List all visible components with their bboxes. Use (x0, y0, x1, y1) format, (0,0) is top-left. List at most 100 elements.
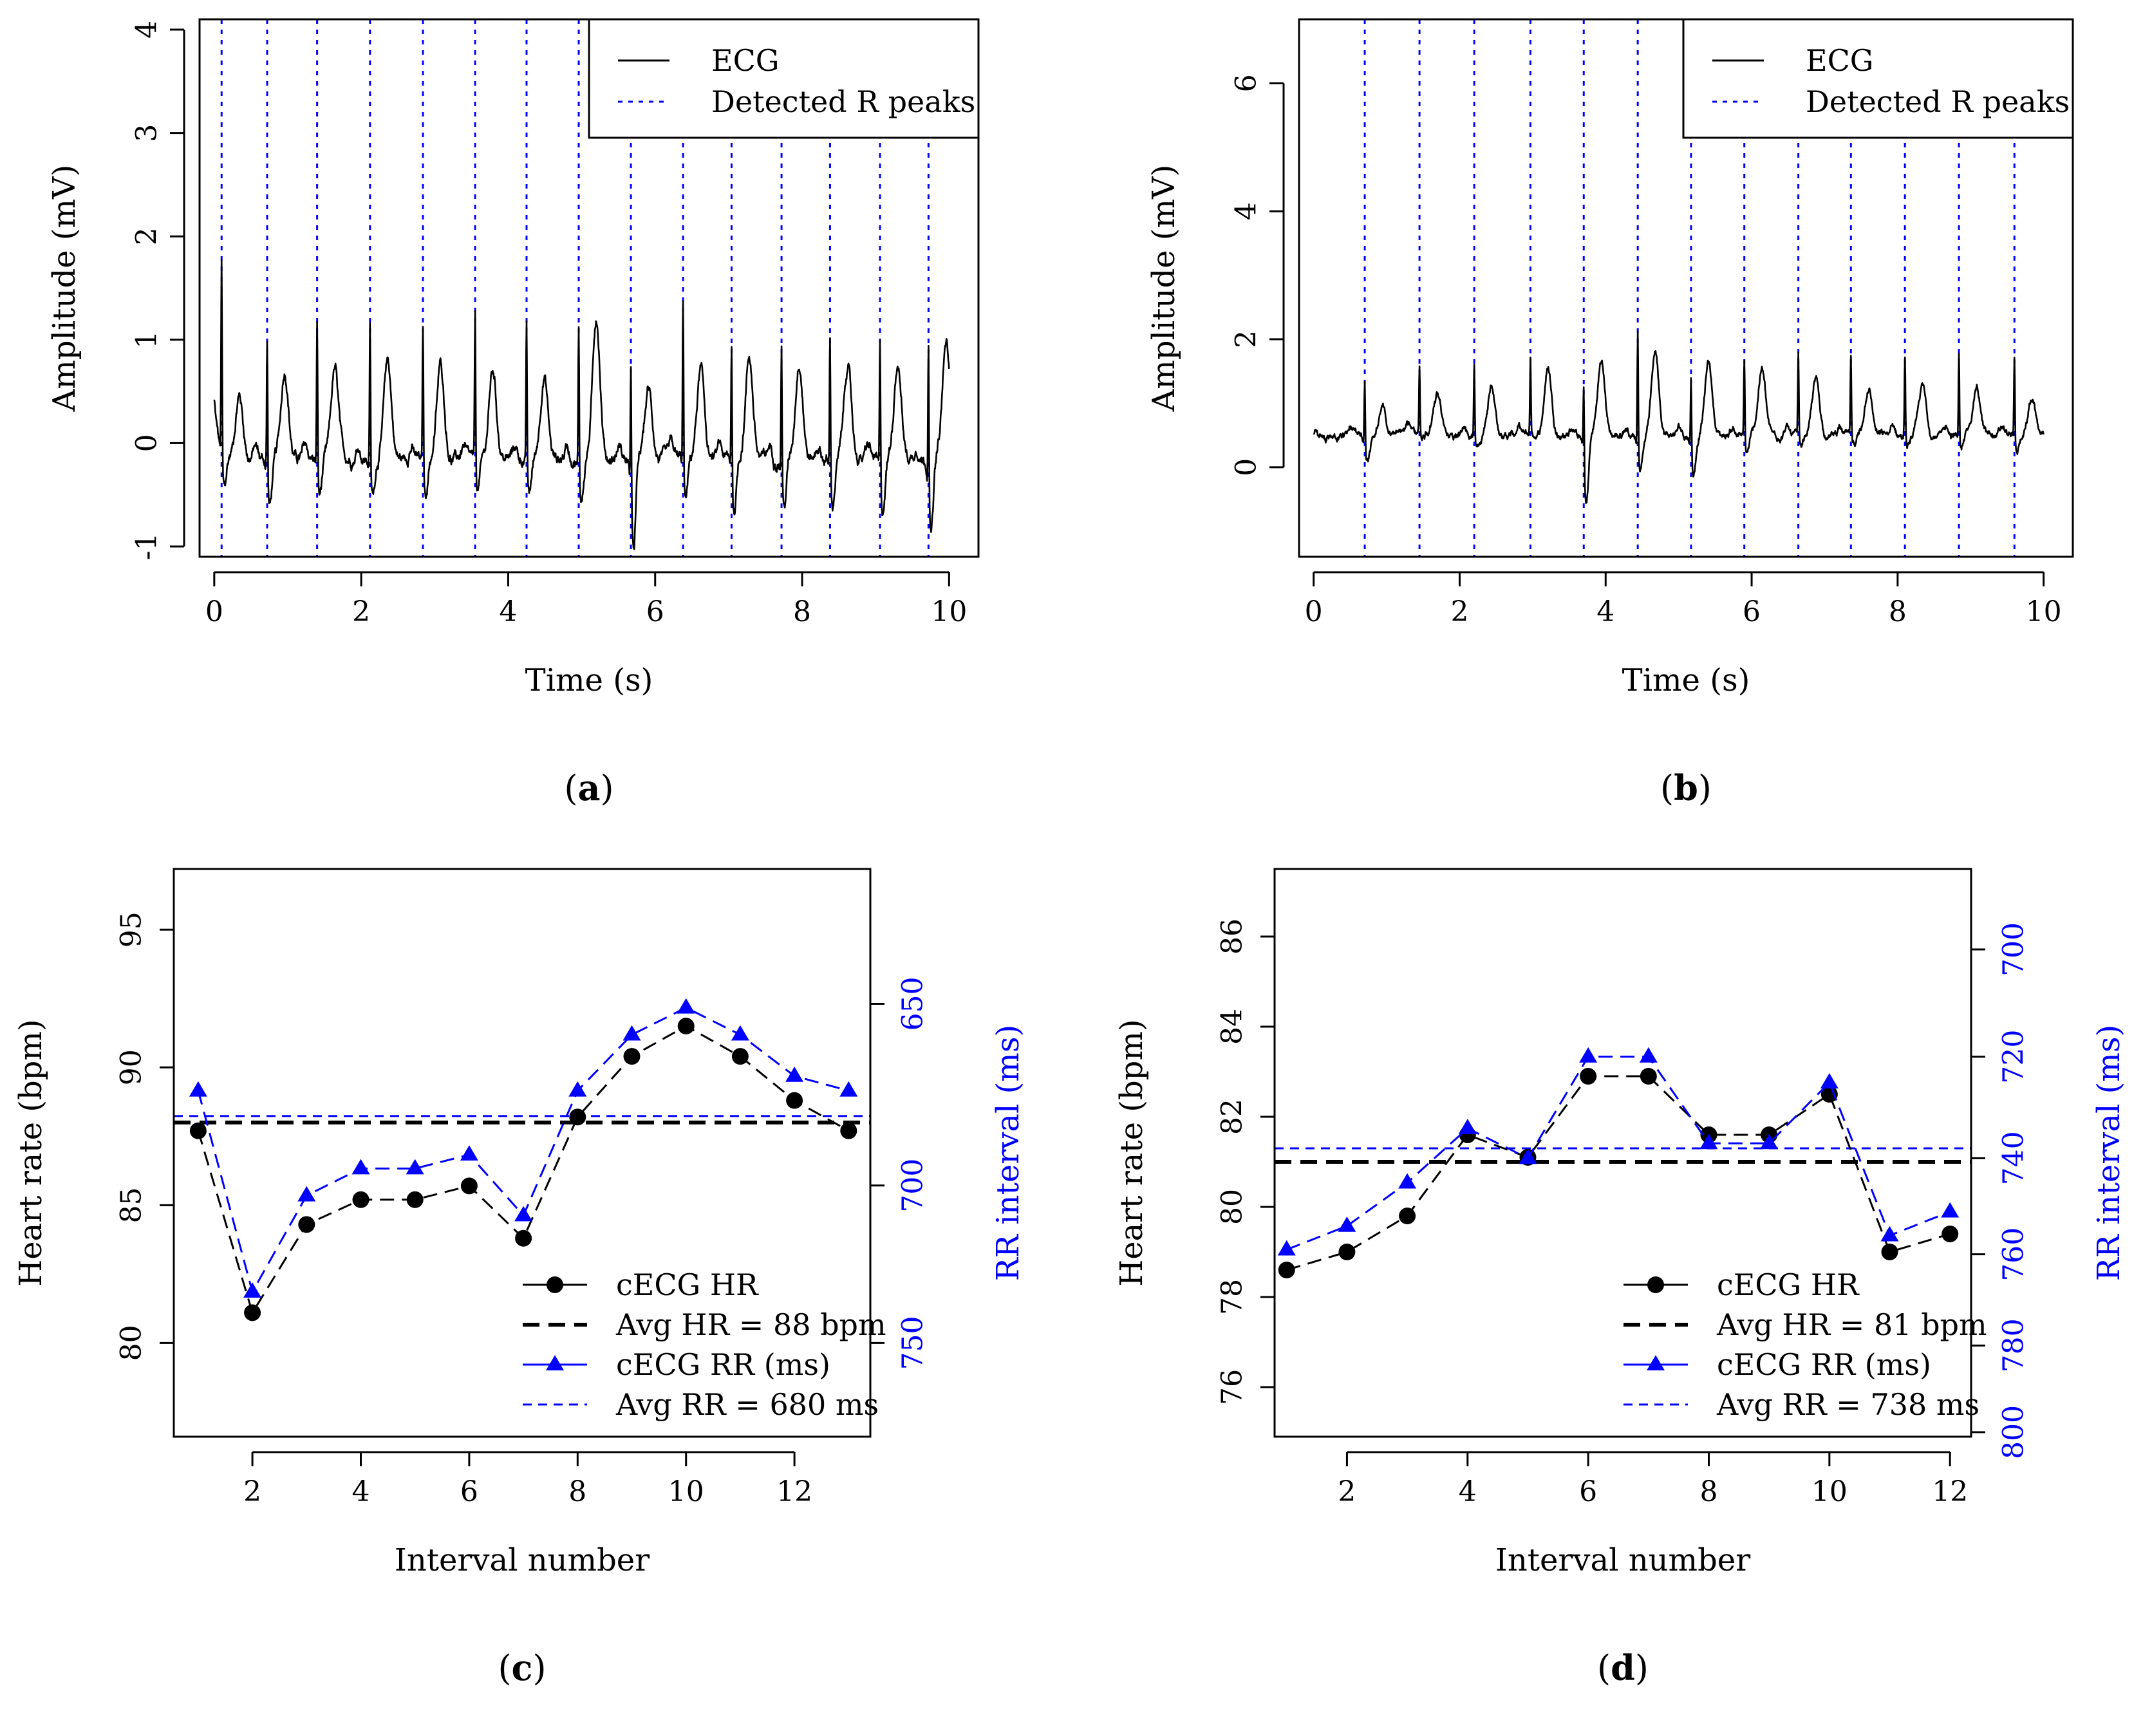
panel-label: (c) (498, 1647, 546, 1688)
legend: ECG Detected R peaks (588, 18, 980, 139)
hr-point (352, 1191, 370, 1208)
x-tick-label: 6 (460, 1475, 478, 1508)
rr-point (622, 1025, 641, 1041)
rr-line (1286, 1056, 1951, 1251)
rr-point (351, 1159, 370, 1175)
legend-rr-marker (1647, 1355, 1665, 1371)
hr-point (515, 1229, 532, 1247)
rr-point (1639, 1047, 1658, 1063)
panel-paren: ) (601, 768, 614, 808)
rr-tick-label: 700 (1998, 922, 2030, 976)
panel-label: (d) (1597, 1647, 1649, 1688)
ecg-trace (1313, 330, 2044, 504)
legend-avg-rr-label: Avg RR = 680 ms (615, 1387, 879, 1422)
rr-point (1277, 1240, 1296, 1256)
y-axis-title: Heart rate (bpm) (13, 1019, 49, 1286)
x-tick-label: 12 (776, 1475, 812, 1508)
panel-paren: ( (1660, 768, 1674, 808)
y-tick-label: 85 (115, 1187, 148, 1223)
legend-avg-hr-label: Avg HR = 81 bpm (1716, 1307, 1987, 1342)
panel-a: 0 2 4 6 8 10 Time (s) -1 0 1 2 3 4 Amplitude (mV) ECG D… (46, 18, 980, 808)
hr-point (677, 1018, 695, 1035)
rr-axis-title: RR interval (ms) (2091, 1025, 2127, 1281)
panel-paren: ) (1698, 768, 1712, 808)
y-tick-label: 80 (115, 1325, 148, 1361)
legend-rr-marker (546, 1355, 564, 1371)
rr-point (514, 1206, 533, 1222)
rr-point (568, 1081, 587, 1097)
x-tick-label: 4 (351, 1475, 370, 1508)
rr-point (731, 1025, 749, 1041)
panel-paren: ( (1597, 1648, 1611, 1688)
x-tick-label: 4 (1459, 1475, 1477, 1508)
y-tick-label: 4 (1230, 202, 1263, 220)
rr-axis-title: RR interval (ms) (990, 1025, 1026, 1281)
hr-point (569, 1108, 586, 1126)
y-tick-label: 86 (1216, 919, 1249, 955)
rr-point (243, 1282, 262, 1298)
legend-peaks-label: Detected R peaks (711, 84, 975, 119)
legend: ECG Detected R peaks (1682, 18, 2074, 139)
y-axis-title: Heart rate (bpm) (1114, 1019, 1150, 1286)
panel-letter: c (512, 1647, 533, 1688)
panel-paren: ) (1635, 1648, 1649, 1688)
x-tick-label: 8 (568, 1475, 586, 1508)
y-tick-label: 90 (115, 1049, 148, 1085)
rr-point (460, 1145, 478, 1161)
hr-point (244, 1304, 261, 1321)
hr-point (840, 1122, 857, 1139)
rr-tick-label: 800 (1998, 1405, 2030, 1459)
x-axis-title: Time (s) (525, 662, 653, 698)
x-axis-title: Time (s) (1622, 662, 1750, 698)
rr-point (1699, 1134, 1718, 1150)
rr-tick-label: 760 (1998, 1227, 2030, 1282)
rr-point (1820, 1073, 1839, 1088)
x-tick-label: 8 (793, 595, 811, 628)
x-axis-title: Interval number (1495, 1542, 1750, 1578)
rr-tick-label: 700 (897, 1159, 930, 1213)
x-tick-label: 10 (2026, 595, 2062, 628)
rr-point (1941, 1202, 1960, 1218)
y-tick-label: 84 (1216, 1009, 1249, 1045)
x-tick-label: 6 (646, 595, 664, 628)
y-tick-label: 80 (1216, 1189, 1249, 1225)
x-tick-label: 8 (1889, 595, 1907, 628)
panel-paren: ) (532, 1648, 546, 1688)
y-axis-title: Amplitude (mV) (1146, 165, 1182, 413)
x-tick-label: 0 (1305, 595, 1323, 628)
y-tick-label: 95 (115, 911, 148, 947)
legend: cECG HR Avg HR = 88 bpm cECG RR (ms) Avg RR… (523, 1267, 886, 1422)
y-tick-label: 1 (131, 331, 164, 349)
x-tick-label: 10 (931, 595, 967, 628)
panel-letter: a (578, 767, 601, 808)
x-tick-label: 2 (243, 1475, 261, 1508)
rr-point (1760, 1134, 1779, 1150)
hr-point (1338, 1244, 1356, 1260)
hr-point (1941, 1226, 1959, 1242)
rr-tick-label: 780 (1998, 1318, 2030, 1372)
x-tick-label: 4 (1596, 595, 1614, 628)
x-tick-label: 6 (1743, 595, 1761, 628)
hr-point (1881, 1244, 1898, 1260)
rr-point (1338, 1216, 1356, 1232)
rr-point (297, 1186, 316, 1202)
legend-ecg-label: ECG (711, 43, 780, 78)
hr-point (1399, 1208, 1416, 1224)
rr-point (785, 1066, 804, 1082)
y-tick-label: 76 (1216, 1369, 1249, 1405)
y-tick-label: 4 (131, 21, 164, 39)
rr-point (406, 1159, 424, 1175)
hr-point (731, 1048, 749, 1065)
x-tick-label: 0 (205, 595, 223, 628)
panel-paren: ( (564, 768, 577, 808)
plot-frame (173, 868, 872, 1438)
hr-point (623, 1048, 641, 1065)
hr-point (460, 1177, 478, 1195)
y-tick-label: 78 (1216, 1279, 1249, 1315)
rr-point (1579, 1047, 1598, 1063)
legend-hr-label: cECG HR (1717, 1267, 1860, 1302)
x-tick-label: 8 (1699, 1475, 1717, 1508)
rr-tick-label: 740 (1998, 1131, 2030, 1185)
hr-point (786, 1092, 803, 1109)
hr-point (1278, 1262, 1295, 1278)
